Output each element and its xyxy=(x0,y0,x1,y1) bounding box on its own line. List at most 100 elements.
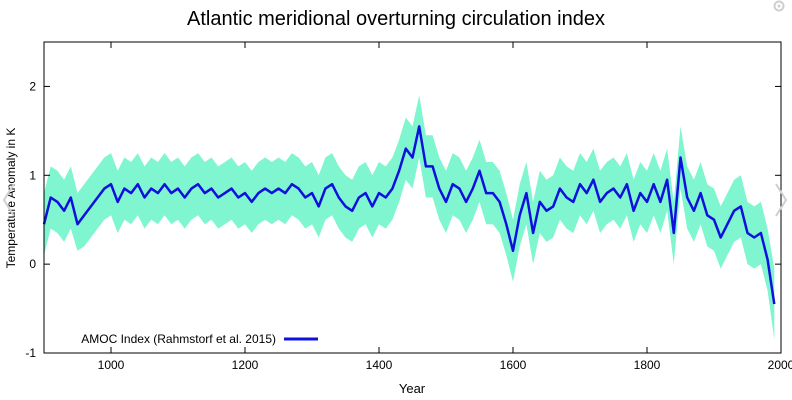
data-point xyxy=(391,188,393,190)
data-point xyxy=(733,210,735,212)
data-point xyxy=(217,197,219,199)
data-point xyxy=(512,250,514,252)
data-point xyxy=(190,188,192,190)
data-point xyxy=(519,214,521,216)
data-point xyxy=(378,192,380,194)
legend-label: AMOC Index (Rahmstorf et al. 2015) xyxy=(81,332,276,346)
y-tick-label: -1 xyxy=(25,346,36,360)
data-point xyxy=(77,223,79,225)
data-point xyxy=(418,125,420,127)
legend: AMOC Index (Rahmstorf et al. 2015) xyxy=(81,332,318,346)
data-point xyxy=(184,197,186,199)
data-point xyxy=(579,183,581,185)
next-button[interactable] xyxy=(772,180,790,220)
y-tick-label: 0 xyxy=(29,257,36,271)
data-point xyxy=(613,188,615,190)
data-point xyxy=(492,192,494,194)
data-point xyxy=(237,197,239,199)
data-point xyxy=(117,201,119,203)
x-tick-label: 1200 xyxy=(232,358,259,372)
data-point xyxy=(291,183,293,185)
data-point xyxy=(485,192,487,194)
chevron-right-icon xyxy=(775,183,788,217)
data-point xyxy=(452,183,454,185)
data-point xyxy=(398,170,400,172)
data-point xyxy=(123,188,125,190)
plot-area xyxy=(42,95,776,340)
data-point xyxy=(686,197,688,199)
data-point xyxy=(157,192,159,194)
data-point xyxy=(747,232,749,234)
data-point xyxy=(324,188,326,190)
data-point xyxy=(405,148,407,150)
data-point xyxy=(311,192,313,194)
data-point xyxy=(572,201,574,203)
data-point xyxy=(318,205,320,207)
settings-button[interactable] xyxy=(768,0,790,16)
data-point xyxy=(211,188,213,190)
y-tick-label: 1 xyxy=(29,168,36,182)
data-point xyxy=(546,210,548,212)
data-point xyxy=(331,183,333,185)
data-point xyxy=(351,210,353,212)
data-point xyxy=(740,205,742,207)
data-point xyxy=(371,205,373,207)
data-point xyxy=(150,188,152,190)
data-point xyxy=(713,219,715,221)
data-point xyxy=(97,197,99,199)
data-point xyxy=(204,192,206,194)
y-tick-label: 2 xyxy=(29,79,36,93)
data-point xyxy=(412,157,414,159)
data-point xyxy=(753,237,755,239)
data-point xyxy=(458,188,460,190)
data-point xyxy=(659,201,661,203)
data-point xyxy=(586,192,588,194)
data-point xyxy=(666,179,668,181)
data-point xyxy=(760,232,762,234)
chevron-left-icon xyxy=(2,183,15,217)
data-point xyxy=(278,188,280,190)
data-point xyxy=(130,192,132,194)
data-point xyxy=(251,201,253,203)
data-point xyxy=(425,165,427,167)
data-point xyxy=(700,192,702,194)
data-point xyxy=(619,197,621,199)
data-point xyxy=(438,188,440,190)
data-point xyxy=(539,201,541,203)
data-point xyxy=(298,188,300,190)
data-point xyxy=(599,201,601,203)
data-point xyxy=(592,179,594,181)
x-tick-label: 1600 xyxy=(500,358,527,372)
data-point xyxy=(358,197,360,199)
data-point xyxy=(164,183,166,185)
axes: 1000 1200 1400 1600 1800 2000 -1 0 1 2 xyxy=(25,42,792,372)
data-point xyxy=(445,201,447,203)
data-point xyxy=(472,188,474,190)
data-point xyxy=(345,205,347,207)
data-point xyxy=(432,165,434,167)
data-point xyxy=(505,223,507,225)
data-point xyxy=(673,232,675,234)
previous-button[interactable] xyxy=(0,180,18,220)
x-axis-label: Year xyxy=(399,381,426,396)
data-point xyxy=(338,197,340,199)
chart-title: Atlantic meridional overturning circulat… xyxy=(187,8,605,30)
data-point xyxy=(646,201,648,203)
data-point xyxy=(70,197,72,199)
x-tick-label: 1000 xyxy=(98,358,125,372)
series-line xyxy=(42,125,776,305)
data-point xyxy=(706,214,708,216)
data-point xyxy=(465,201,467,203)
data-point xyxy=(720,237,722,239)
data-point xyxy=(693,210,695,212)
data-point xyxy=(606,192,608,194)
data-point xyxy=(90,205,92,207)
data-point xyxy=(63,210,65,212)
data-point xyxy=(653,183,655,185)
data-point xyxy=(56,201,58,203)
data-point xyxy=(385,197,387,199)
data-point xyxy=(559,188,561,190)
data-point xyxy=(83,214,85,216)
data-point xyxy=(626,183,628,185)
